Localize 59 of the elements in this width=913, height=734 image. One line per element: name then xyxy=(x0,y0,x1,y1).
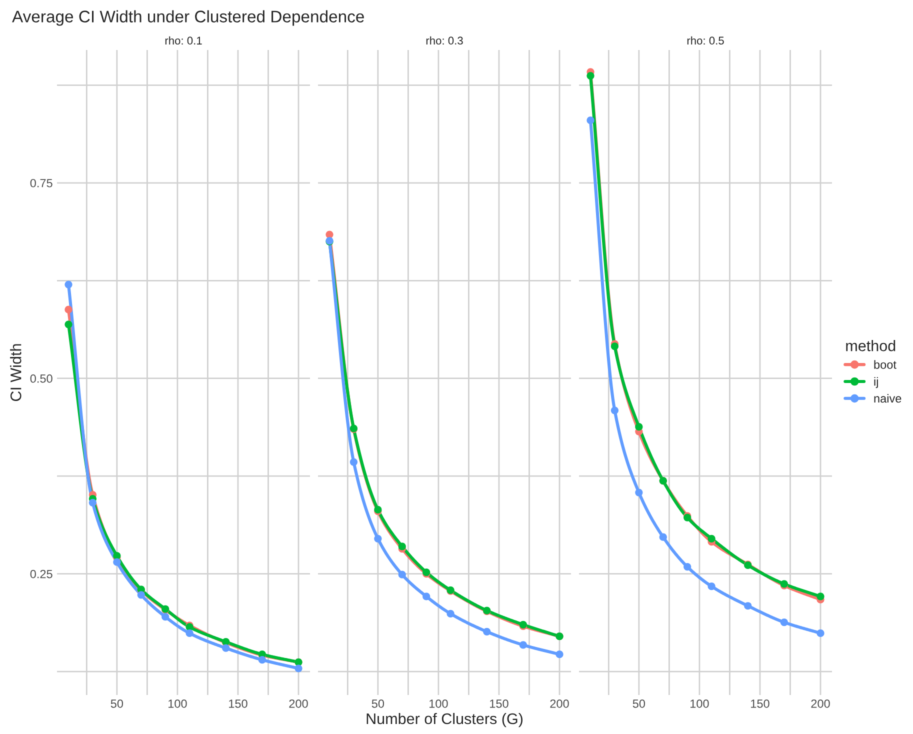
point xyxy=(610,342,619,350)
point xyxy=(137,591,145,599)
point xyxy=(708,582,716,590)
point xyxy=(586,116,594,124)
point xyxy=(780,618,788,626)
point xyxy=(586,72,594,80)
legend-label: ij xyxy=(874,377,878,388)
chart-subtitle: rho: 0.1 xyxy=(165,36,202,45)
chart-subtitle: rho: 0.3 xyxy=(426,36,463,45)
point xyxy=(162,613,170,621)
x-tick-label: 50 xyxy=(372,699,384,708)
point xyxy=(744,602,752,610)
point xyxy=(88,498,97,506)
point xyxy=(816,592,824,600)
point xyxy=(446,610,454,618)
x-tick-label: 200 xyxy=(550,699,569,708)
point xyxy=(374,534,382,542)
x-tick-label: 150 xyxy=(229,699,248,708)
legend-label: boot xyxy=(874,360,896,369)
point xyxy=(556,650,564,658)
x-tick-label: 100 xyxy=(168,699,187,708)
point xyxy=(64,320,72,328)
point xyxy=(113,558,121,566)
point xyxy=(635,488,643,496)
point xyxy=(659,533,667,541)
point xyxy=(222,644,230,652)
point xyxy=(64,306,72,314)
point xyxy=(398,570,406,578)
point xyxy=(635,423,643,431)
chart-subtitle: rho: 0.5 xyxy=(687,36,724,45)
x-tick-label: 150 xyxy=(751,699,770,708)
x-tick-label: 200 xyxy=(811,699,830,708)
point xyxy=(519,641,527,649)
x-axis-title: Number of Clusters (G) xyxy=(366,712,523,728)
x-tick-label: 50 xyxy=(110,699,124,708)
y-tick-label: 0.75 xyxy=(30,178,52,188)
x-tick-label: 200 xyxy=(289,699,308,708)
point xyxy=(258,656,266,664)
point xyxy=(422,592,430,600)
point xyxy=(186,629,194,638)
y-tick-label: 0.50 xyxy=(30,374,52,383)
x-tick-label: 50 xyxy=(632,699,646,708)
point xyxy=(610,406,619,414)
chart-title: Average CI Width under Clustered Dependence xyxy=(12,10,364,26)
x-tick-label: 100 xyxy=(430,699,448,708)
legend-label: naive xyxy=(874,394,902,403)
point xyxy=(64,280,72,288)
y-axis-title: CI Width xyxy=(10,344,22,402)
x-tick-label: 150 xyxy=(490,699,508,708)
legend-title: method xyxy=(846,340,896,352)
point xyxy=(816,629,824,638)
x-tick-label: 100 xyxy=(690,699,709,708)
y-tick-label: 0.25 xyxy=(30,570,52,578)
point xyxy=(398,542,406,550)
point xyxy=(684,562,692,571)
point xyxy=(294,664,302,672)
point xyxy=(350,458,358,466)
point xyxy=(483,628,491,636)
point xyxy=(708,534,716,542)
